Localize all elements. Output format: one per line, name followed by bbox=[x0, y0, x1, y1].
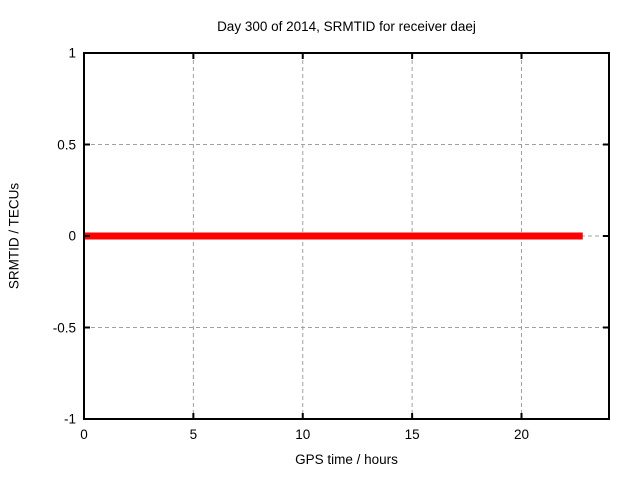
y-tick-label: 1 bbox=[68, 45, 76, 61]
x-tick-label: 0 bbox=[80, 427, 88, 442]
x-tick-label: 5 bbox=[189, 427, 198, 442]
y-tick-label: -1 bbox=[63, 411, 76, 427]
x-tick-label: 10 bbox=[295, 427, 311, 442]
y-tick-label: -0.5 bbox=[52, 320, 76, 335]
x-tick-label: 20 bbox=[513, 427, 530, 442]
x-axis-label: GPS time / hours bbox=[295, 452, 398, 467]
plot-svg bbox=[83, 52, 610, 420]
y-tick-label: 0.5 bbox=[57, 137, 76, 152]
chart-title: Day 300 of 2014, SRMTID for receiver dae… bbox=[217, 19, 476, 34]
x-tick-label: 15 bbox=[404, 427, 420, 442]
y-tick-label: 0 bbox=[68, 228, 76, 244]
plot-area bbox=[83, 52, 610, 420]
